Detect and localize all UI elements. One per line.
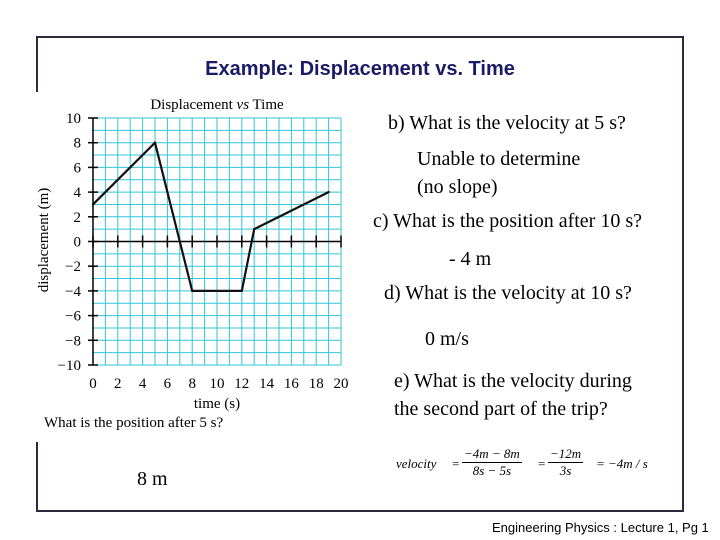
y-axis-label: displacement (m) (36, 188, 52, 293)
y-tick-label: −10 (58, 358, 81, 374)
equation-fraction-1: −4m − 8m 8s − 5s (462, 446, 522, 479)
equation-equals-2: = (538, 456, 546, 471)
equation-denominator-2: 3s (559, 463, 572, 478)
x-axis-label: time (s) (194, 396, 240, 412)
y-tick-label: −8 (65, 333, 81, 349)
answer-b-line2: (no slope) (417, 176, 498, 198)
answer-c: - 4 m (449, 248, 492, 270)
chart-title-displacement: Displacement (150, 97, 233, 113)
chart-title: Displacement vs Time (150, 97, 284, 113)
data-point (91, 203, 95, 206)
y-tick-label: −6 (65, 309, 81, 325)
equation-denominator-1: 8s − 5s (472, 463, 512, 478)
y-tick-label: 8 (74, 136, 82, 152)
x-tick-label: 12 (234, 376, 249, 392)
data-point (240, 289, 243, 293)
y-tick-label: 6 (74, 160, 82, 176)
equation-lhs: velocity (396, 456, 437, 471)
footer: Engineering Physics : Lecture 1, Pg 1 (492, 520, 709, 535)
y-tick-label: 4 (74, 185, 82, 201)
question-b: b) What is the velocity at 5 s? (388, 112, 626, 134)
question-d: d) What is the velocity at 10 s? (384, 282, 632, 304)
data-point (253, 227, 256, 231)
x-tick-label: 0 (89, 376, 97, 392)
x-tick-label: 20 (334, 376, 349, 392)
question-e-line1: e) What is the velocity during (394, 370, 632, 392)
y-tick-label: 2 (74, 210, 82, 226)
velocity-equation: velocity = −4m − 8m 8s − 5s = −12m 3s = … (396, 442, 666, 488)
x-tick-label: 16 (284, 376, 300, 392)
equation-fraction-2: −12m 3s (548, 446, 584, 479)
displacement-chart: Displacement vs Time 10 8 6 4 2 0 −2 −4 −6 −8 −10 0… (36, 92, 352, 442)
y-tick-label: 10 (66, 111, 81, 127)
question-c: c) What is the position after 10 s? (373, 210, 643, 232)
equation-numerator-1: −4m − 8m (462, 446, 522, 463)
data-point (153, 141, 157, 144)
x-tick-label: 18 (309, 376, 324, 392)
chart-title-vs: vs (237, 97, 250, 113)
x-tick-label: 8 (188, 376, 196, 392)
y-tick-label: −4 (65, 284, 81, 300)
x-tick-label: 10 (210, 376, 225, 392)
equation-equals-1: = (452, 456, 460, 471)
position-question: What is the position after 5 s? (44, 415, 224, 431)
x-tick-label: 2 (114, 376, 122, 392)
x-tick-label: 14 (259, 376, 275, 392)
equation-numerator-2: −12m (548, 446, 584, 463)
answer-b-line1: Unable to determine (417, 148, 581, 170)
data-point (191, 289, 194, 293)
y-tick-label: 0 (74, 235, 82, 251)
x-tick-label: 4 (139, 376, 147, 392)
slide-title: Example: Displacement vs. Time (205, 58, 515, 80)
equation-result: = −4m / s (596, 456, 648, 471)
x-tick-label: 6 (164, 376, 172, 392)
displacement-line (92, 141, 330, 292)
data-point (327, 190, 330, 194)
chart-title-time: Time (253, 97, 284, 113)
position-answer: 8 m (137, 468, 168, 490)
question-e-line2: the second part of the trip? (394, 398, 608, 420)
answer-d: 0 m/s (425, 328, 469, 350)
y-tick-label: −2 (65, 259, 81, 275)
chart-svg: Displacement vs Time 1086420−2−4−6−8−100… (36, 97, 349, 412)
